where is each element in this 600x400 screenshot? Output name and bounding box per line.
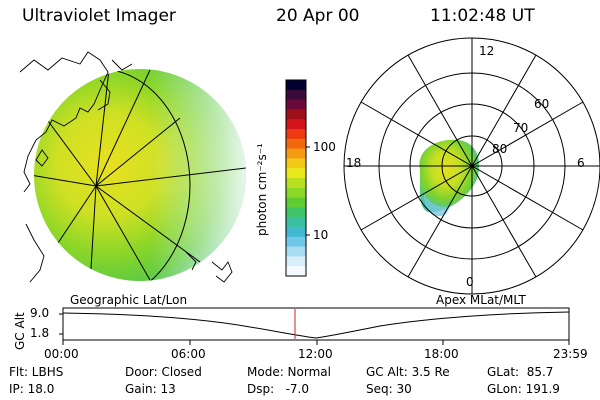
colorbar-segment (286, 246, 306, 257)
coastline (35, 149, 49, 167)
auroral-oval (419, 139, 480, 217)
meridian-line (89, 185, 97, 281)
colorbar-segment (286, 109, 306, 120)
colorbar-segment (286, 148, 306, 159)
time-label: 11:02:48 UT (430, 6, 535, 26)
meridian-line (95, 69, 111, 187)
status-flt: Flt: LBHS (9, 365, 64, 379)
altitude-xtick-1200: 12:00 (298, 347, 333, 361)
coastline (19, 51, 109, 193)
latitude-circle (34, 69, 191, 281)
status-dsp: Dsp: -7.0 (247, 382, 310, 396)
colorbar-segment (286, 187, 306, 199)
date-label: 20 Apr 00 (276, 6, 360, 26)
status-door: Door: Closed (125, 365, 202, 379)
colorbar-segment (286, 99, 306, 110)
meridian-line (95, 117, 181, 187)
meridian-line (95, 167, 246, 187)
colorbar-segment (286, 138, 306, 150)
status-ip: IP: 18.0 (9, 382, 55, 396)
colorbar-segment (286, 89, 306, 101)
altitude-xtick-2359: 23:59 (553, 347, 588, 361)
colorbar-segment (286, 227, 306, 238)
altitude-xtick-0600: 06:00 (171, 347, 206, 361)
status-seq: Seq: 30 (366, 382, 412, 396)
mlt-line (407, 54, 537, 278)
mlt-label-18: 18 (346, 156, 362, 170)
status-glat: GLat: 85.7 (487, 365, 554, 379)
polar-plot (343, 37, 600, 295)
colorbar-segment (286, 207, 306, 218)
coastline (111, 59, 133, 71)
coastline (97, 79, 111, 111)
coastline (211, 261, 233, 283)
status-gain: Gain: 13 (125, 382, 176, 396)
mlt-label-0: 0 (466, 275, 474, 289)
lat-label-70: 70 (513, 121, 529, 135)
meridian-line (95, 185, 151, 281)
colorbar-segment (286, 236, 306, 248)
coastline (25, 223, 45, 283)
geographic-image (19, 51, 246, 283)
coastline-outlines (19, 51, 233, 283)
colorbar-tick-10: 10 (313, 228, 329, 242)
altitude-ytick-9: 9.0 (30, 306, 50, 320)
colorbar-segment (286, 197, 306, 208)
altitude-xtick-1800: 18:00 (424, 347, 459, 361)
meridian-line (95, 185, 201, 263)
uv-image-fade (34, 69, 246, 281)
status-mode: Mode: Normal (247, 365, 331, 379)
colorbar-segment (286, 266, 306, 277)
colorbar-frame (285, 79, 307, 277)
lat-label-60: 60 (534, 97, 550, 111)
geographic-panel-label: Geographic Lat/Lon (70, 293, 188, 307)
mlt-label-12: 12 (479, 44, 495, 58)
altitude-ylabel: GC Alt (13, 312, 27, 350)
altitude-xtick-0000: 00:00 (44, 347, 79, 361)
altitude-plot-frame (62, 307, 570, 341)
status-gc-alt: GC Alt: 3.5 Re (366, 365, 450, 379)
mlt-label-6: 6 (577, 156, 585, 170)
lat-label-80: 80 (492, 142, 508, 156)
instrument-title: Ultraviolet Imager (22, 6, 176, 26)
colorbar-segment (286, 129, 306, 140)
status-glon: GLon: 191.9 (487, 382, 560, 396)
colorbar-unit-label: photon cm⁻²s⁻¹ (255, 143, 269, 236)
meridian-line (39, 109, 97, 187)
altitude-plot (59, 307, 570, 345)
coastline (185, 251, 197, 271)
colorbar-segment (286, 178, 306, 189)
colorbar-segment (286, 80, 306, 91)
colorbar-tick-100: 100 (313, 140, 336, 154)
altitude-curve (62, 311, 570, 339)
colorbar-segment (286, 168, 306, 179)
color-bar (285, 79, 310, 277)
altitude-ytick-1-8: 1.8 (30, 326, 50, 340)
colorbar-segment (286, 119, 306, 130)
apex-panel-label: Apex MLat/MLT (436, 293, 526, 307)
colorbar-segment (286, 217, 306, 228)
colorbar-segment (286, 256, 306, 267)
meridian-line (95, 69, 151, 187)
meridian-line (34, 174, 97, 187)
colorbar-segment (286, 158, 306, 169)
